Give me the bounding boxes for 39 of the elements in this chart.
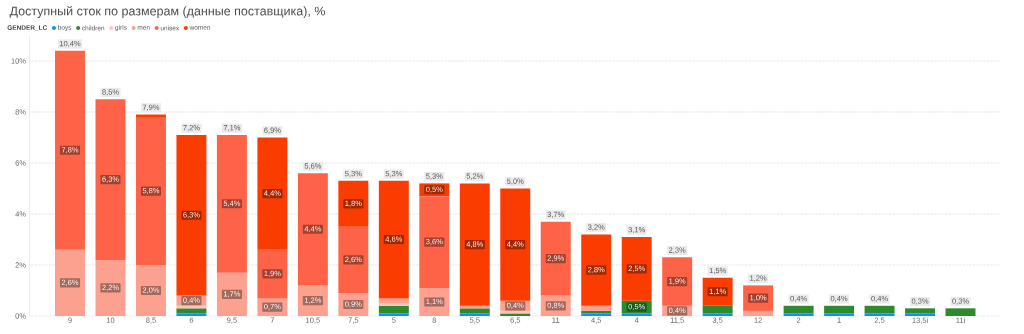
bar bbox=[743, 310, 774, 316]
bar bbox=[540, 221, 571, 296]
bar bbox=[176, 134, 207, 296]
bar bbox=[783, 313, 814, 316]
bar bbox=[702, 305, 733, 314]
chart-title: Доступный сток по размерам (данные поставщика), % bbox=[9, 6, 326, 18]
bar bbox=[55, 249, 85, 316]
bar bbox=[581, 305, 612, 311]
bar bbox=[864, 313, 895, 316]
bar bbox=[419, 196, 450, 288]
bar bbox=[297, 173, 328, 286]
bar bbox=[176, 308, 207, 314]
bar bbox=[338, 226, 369, 294]
bar bbox=[905, 308, 936, 314]
bar bbox=[500, 188, 531, 301]
bar bbox=[621, 313, 652, 316]
bar bbox=[459, 313, 490, 316]
bar bbox=[257, 137, 288, 250]
bar bbox=[459, 308, 490, 314]
bar bbox=[702, 313, 733, 316]
bar bbox=[378, 303, 409, 306]
bar bbox=[864, 305, 895, 314]
bar bbox=[378, 180, 409, 299]
bar bbox=[55, 50, 85, 250]
bar bbox=[621, 236, 652, 301]
bar bbox=[378, 313, 409, 316]
bar bbox=[824, 305, 855, 314]
bar bbox=[216, 134, 247, 273]
bar bbox=[945, 308, 976, 316]
bar bbox=[905, 313, 936, 316]
bar bbox=[378, 298, 409, 304]
bar bbox=[459, 183, 490, 306]
bar bbox=[581, 234, 612, 306]
bar bbox=[176, 313, 207, 316]
bar bbox=[824, 313, 855, 316]
bar bbox=[95, 99, 126, 260]
bar bbox=[783, 305, 814, 314]
bar bbox=[135, 117, 166, 265]
bar bbox=[378, 305, 409, 314]
